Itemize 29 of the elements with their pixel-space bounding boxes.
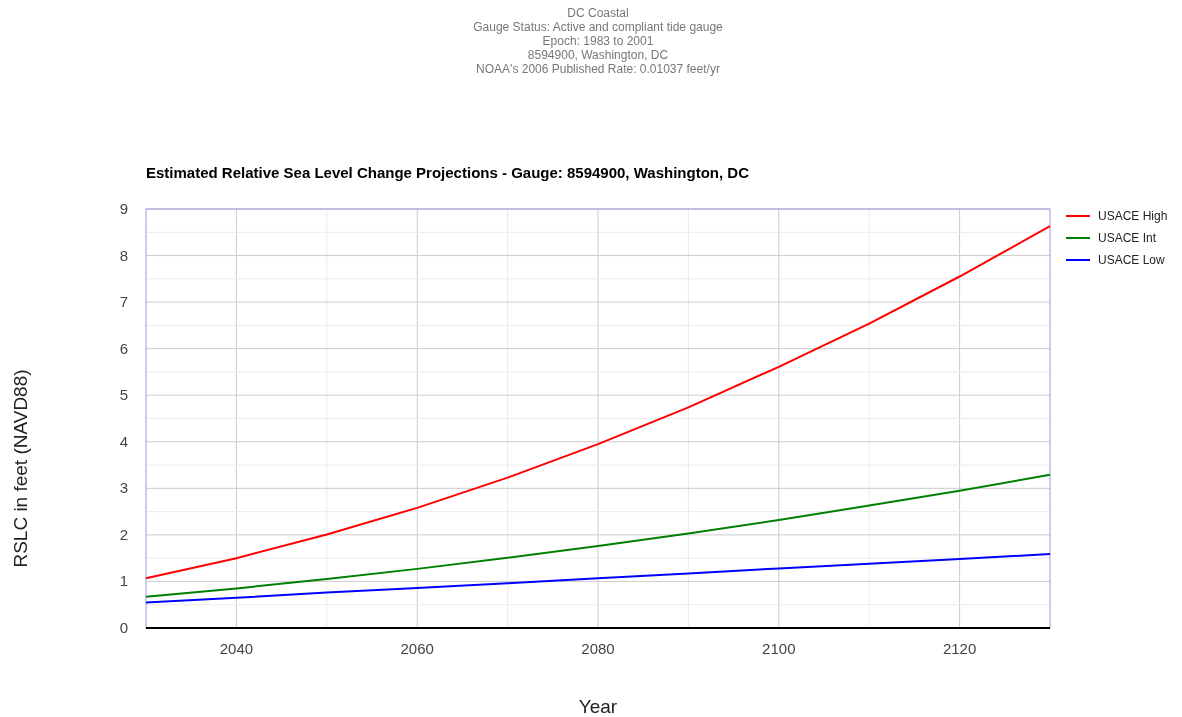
x-axis-title: Year xyxy=(578,696,618,717)
text: DC Coastal xyxy=(567,6,629,20)
text: Epoch: 1983 to 2001 xyxy=(542,34,654,48)
y-axis-title: RSLC in feet (NAVD88) xyxy=(10,369,31,568)
y-tick-label: 5 xyxy=(119,386,128,404)
x-tick-label: 2040 xyxy=(219,640,254,657)
y-tick-label: 8 xyxy=(119,246,128,264)
line-series xyxy=(145,552,1051,604)
legend-label: USACE Low xyxy=(1098,253,1166,267)
y-tick-label: 2 xyxy=(119,525,128,543)
x-tick-label: 2060 xyxy=(400,640,434,657)
legend-label: USACE High xyxy=(1098,209,1168,223)
line-series xyxy=(145,473,1051,598)
y-tick-label: 0 xyxy=(119,619,128,636)
y-tick-label: 7 xyxy=(119,293,128,311)
chart-title: Estimated Relative Sea Level Change Projections - Gauge: 8594900, Washington, DC xyxy=(146,164,750,181)
line-series xyxy=(145,225,1051,580)
y-tick-label: 3 xyxy=(119,479,128,497)
y-tick-label: 4 xyxy=(119,432,128,450)
y-tick-label: 9 xyxy=(119,200,128,217)
y-tick-label: 1 xyxy=(119,572,128,590)
text: NOAA's 2006 Published Rate: 0.01037 feet/yr xyxy=(476,62,720,76)
legend-label: USACE Int xyxy=(1098,231,1157,245)
x-tick-label: 2120 xyxy=(942,640,977,657)
text: 8594900, Washington, DC xyxy=(527,48,669,62)
x-tick-label: 2100 xyxy=(762,640,796,657)
x-tick-label: 2080 xyxy=(581,640,615,657)
text: Gauge Status: Active and compliant tide gauge xyxy=(473,20,724,34)
y-tick-label: 6 xyxy=(119,339,128,357)
